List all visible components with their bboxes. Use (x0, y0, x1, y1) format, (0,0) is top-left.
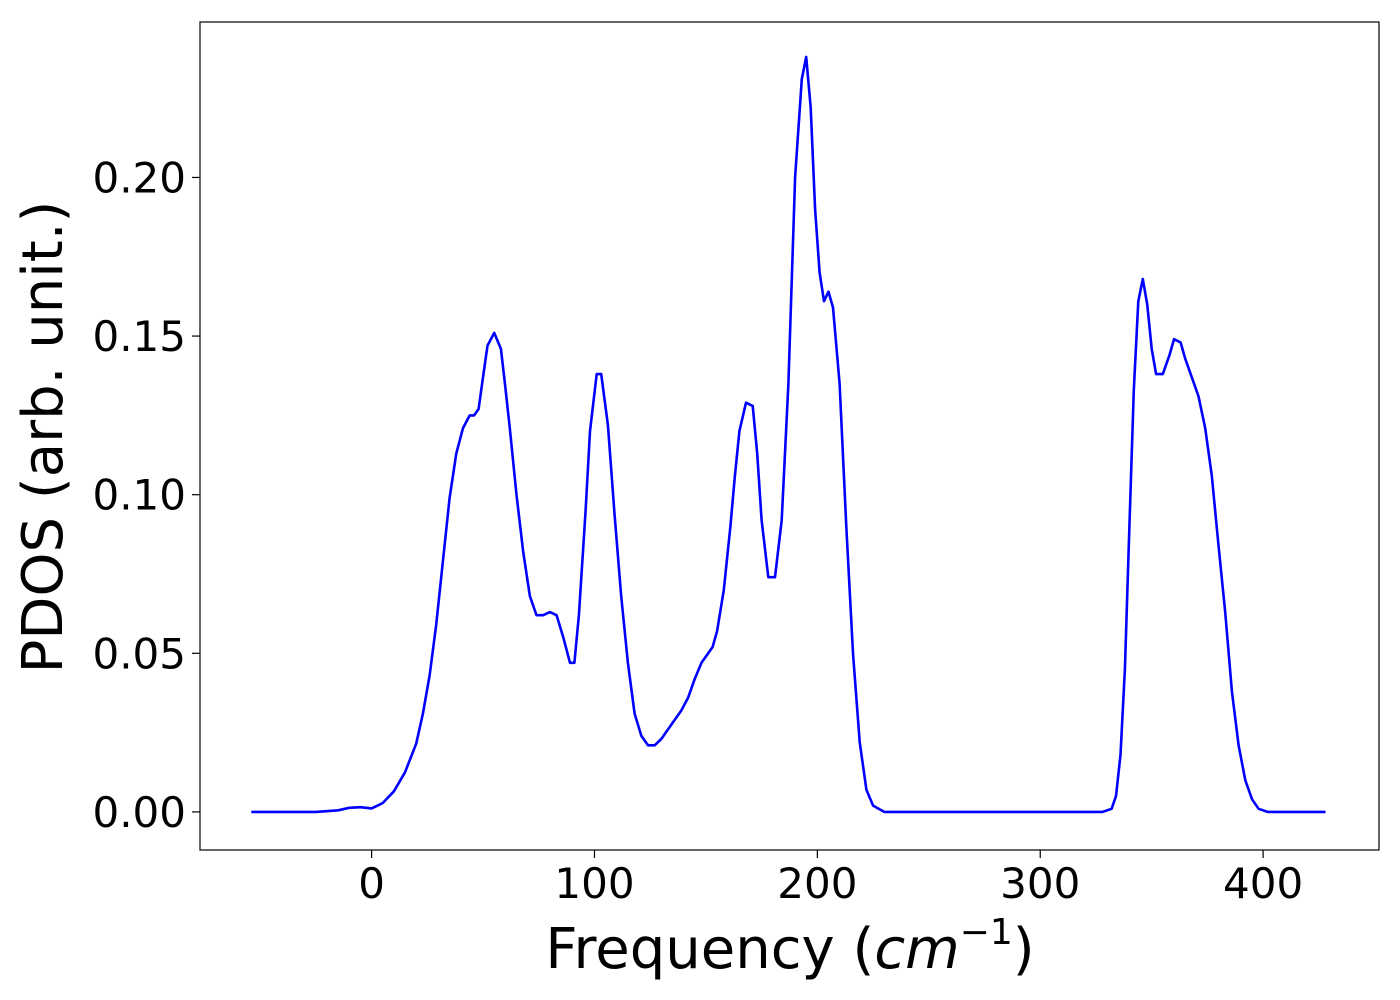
x-axis-label-prefix: Frequency ( (545, 917, 874, 982)
plot-area (199, 21, 1380, 851)
y-axis-ticks: 0.00 0.05 0.10 0.15 0.20 (92, 153, 200, 837)
y-tick-label: 0.20 (92, 153, 186, 202)
plot-frame (199, 21, 1380, 851)
x-tick-label: 100 (554, 859, 634, 908)
x-axis-label: Frequency (cm−1) (545, 912, 1034, 982)
x-axis-ticks: 0 100 200 300 400 (358, 850, 1303, 908)
pdos-series-line (251, 55, 1326, 814)
y-tick-label: 0.10 (92, 471, 186, 520)
x-axis-label-unit: cm (874, 917, 959, 982)
y-axis-label: PDOS (arb. unit.) (11, 201, 76, 674)
x-axis-label-suffix: ) (1013, 917, 1035, 982)
y-tick-label: 0.05 (92, 629, 186, 678)
x-tick-label: 0 (358, 859, 385, 908)
x-tick-label: 200 (777, 859, 857, 908)
y-tick-label: 0.15 (92, 312, 186, 361)
x-axis-label-exponent: −1 (960, 912, 1013, 953)
x-tick-label: 300 (1000, 859, 1080, 908)
x-tick-label: 400 (1223, 859, 1303, 908)
y-tick-label: 0.00 (92, 788, 186, 837)
